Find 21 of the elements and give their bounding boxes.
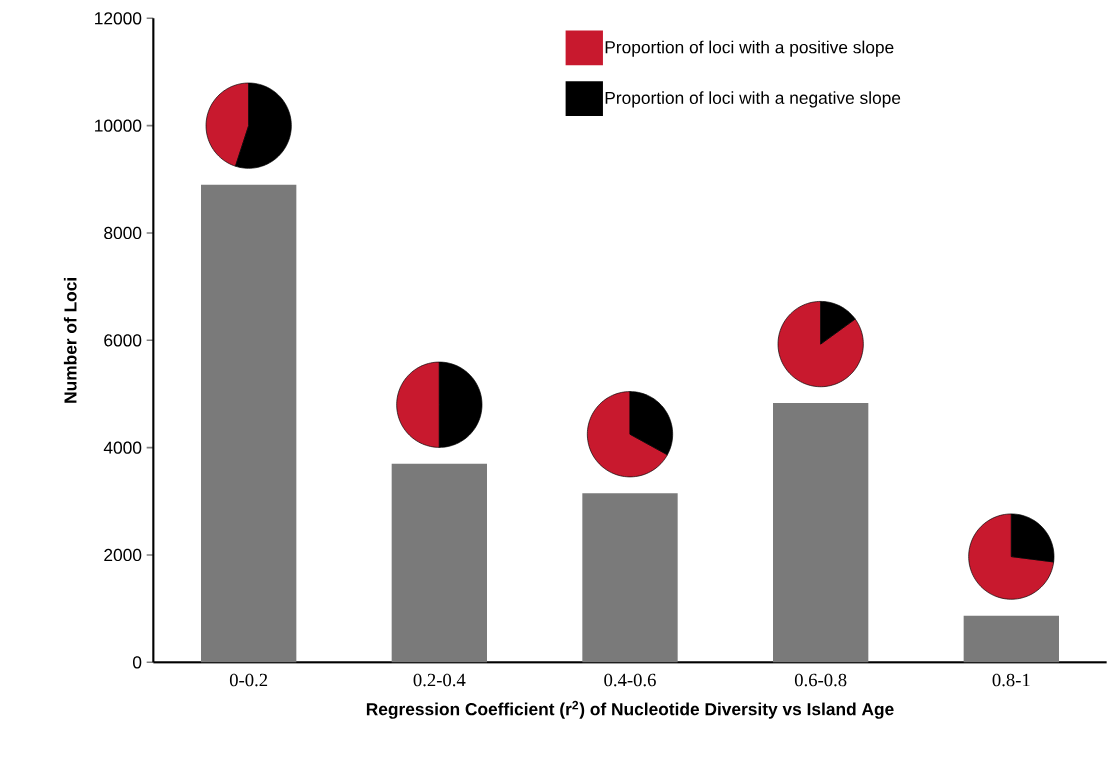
x-axis-title: Regression Coefficient (r$^{2}$) of Nucleotide Diversity vs Island Age [366, 700, 894, 719]
legend-label: Proportion of loci with a positive slope [605, 40, 894, 57]
bar [391, 463, 487, 663]
bar [963, 615, 1059, 663]
bar [201, 184, 297, 663]
y-tick-label: 0 [132, 656, 142, 669]
x-tick-label: 0.4-0.6 [604, 673, 656, 687]
x-tick-label: 0.8-1 [992, 673, 1030, 687]
y-tick-label: 10000 [95, 119, 142, 132]
bar [773, 403, 869, 663]
x-tick-label: 0-0.2 [229, 673, 268, 687]
y-tick-label: 4000 [103, 441, 142, 454]
y-tick-label: 8000 [104, 226, 142, 240]
y-tick-label: 12000 [95, 12, 142, 25]
bar [582, 493, 678, 663]
legend-label: Proportion of loci with a negative slope [605, 91, 901, 108]
x-tick-label: 0.6-0.8 [794, 673, 847, 687]
y-tick-label: 6000 [104, 334, 142, 347]
x-tick-label: 0.2-0.4 [413, 673, 466, 687]
y-tick-label: 2000 [104, 548, 142, 562]
y-axis-title: Number of Loci [63, 278, 77, 403]
